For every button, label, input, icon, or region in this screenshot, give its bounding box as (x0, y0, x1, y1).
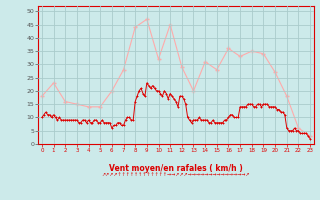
X-axis label: Vent moyen/en rafales ( km/h ): Vent moyen/en rafales ( km/h ) (109, 164, 243, 173)
Text: ↗↗↗↗↑↑↑↑↑↑↑↑↑↑↑↑→→↗↗↗→→→→→→→→→→→→→→↗: ↗↗↗↗↑↑↑↑↑↑↑↑↑↑↑↑→→↗↗↗→→→→→→→→→→→→→→↗ (102, 172, 250, 177)
